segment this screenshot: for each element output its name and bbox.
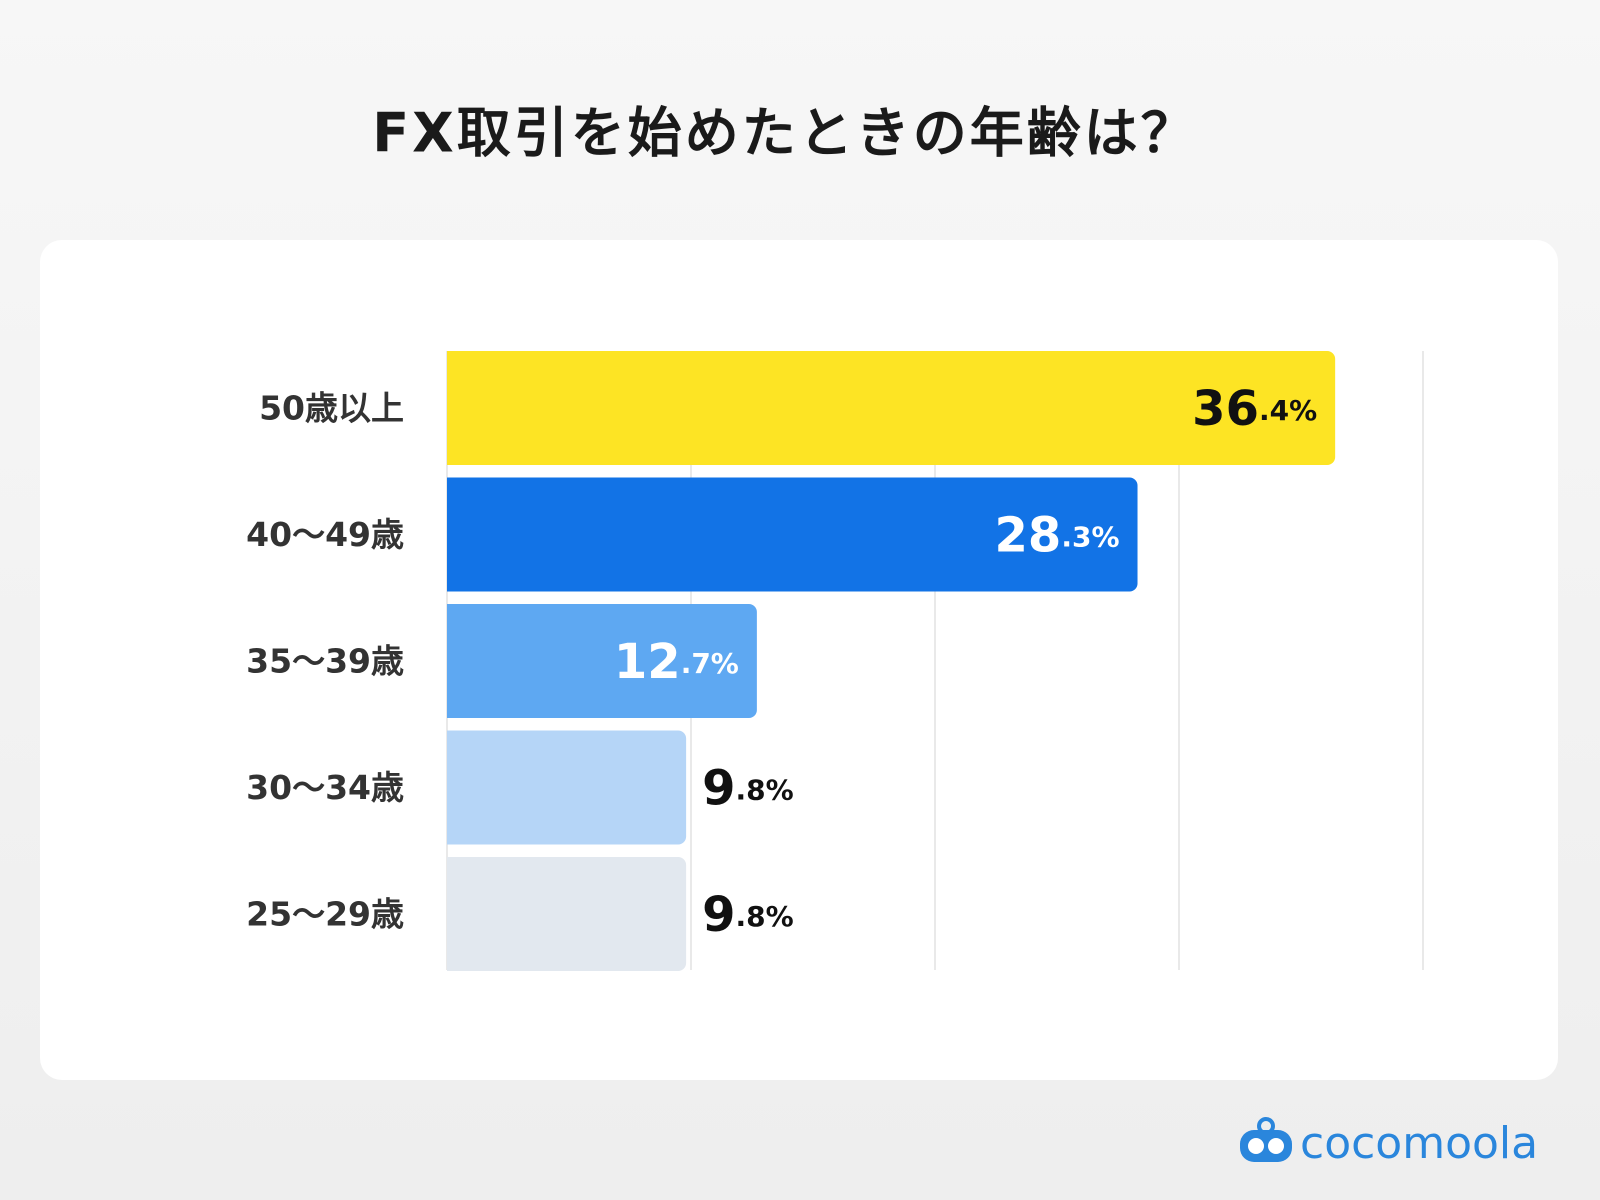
logo-eye bbox=[1248, 1138, 1264, 1154]
category-label: 40〜49歳 bbox=[246, 515, 404, 554]
plot-area: 50歳以上 36.4% 40〜49歳 28.3% 35〜39歳 12.7% 30〜34歳 9.… bbox=[246, 351, 1424, 971]
brand-logo: cocomoola bbox=[1240, 1117, 1538, 1169]
category-label: 30〜34歳 bbox=[246, 768, 404, 807]
bar bbox=[447, 477, 1138, 592]
bar bbox=[447, 730, 687, 845]
category-label: 35〜39歳 bbox=[246, 642, 404, 681]
bar bbox=[447, 351, 1336, 465]
bar bbox=[447, 604, 757, 718]
category-label: 25〜29歳 bbox=[246, 895, 404, 934]
value-label: 9.8% bbox=[702, 761, 794, 817]
logo-top bbox=[1257, 1117, 1275, 1135]
logo-icon bbox=[1240, 1130, 1292, 1162]
brand-name: cocomoola bbox=[1300, 1118, 1538, 1169]
value-label: 28.3% bbox=[995, 508, 1120, 564]
category-label: 50歳以上 bbox=[259, 389, 404, 428]
value-label: 36.4% bbox=[1192, 381, 1317, 437]
value-label: 12.7% bbox=[614, 634, 739, 690]
logo-eye bbox=[1268, 1138, 1284, 1154]
value-label: 9.8% bbox=[702, 887, 794, 943]
chart-title: FX取引を始めたときの年齢は？ bbox=[372, 102, 1198, 165]
bar bbox=[447, 857, 687, 971]
